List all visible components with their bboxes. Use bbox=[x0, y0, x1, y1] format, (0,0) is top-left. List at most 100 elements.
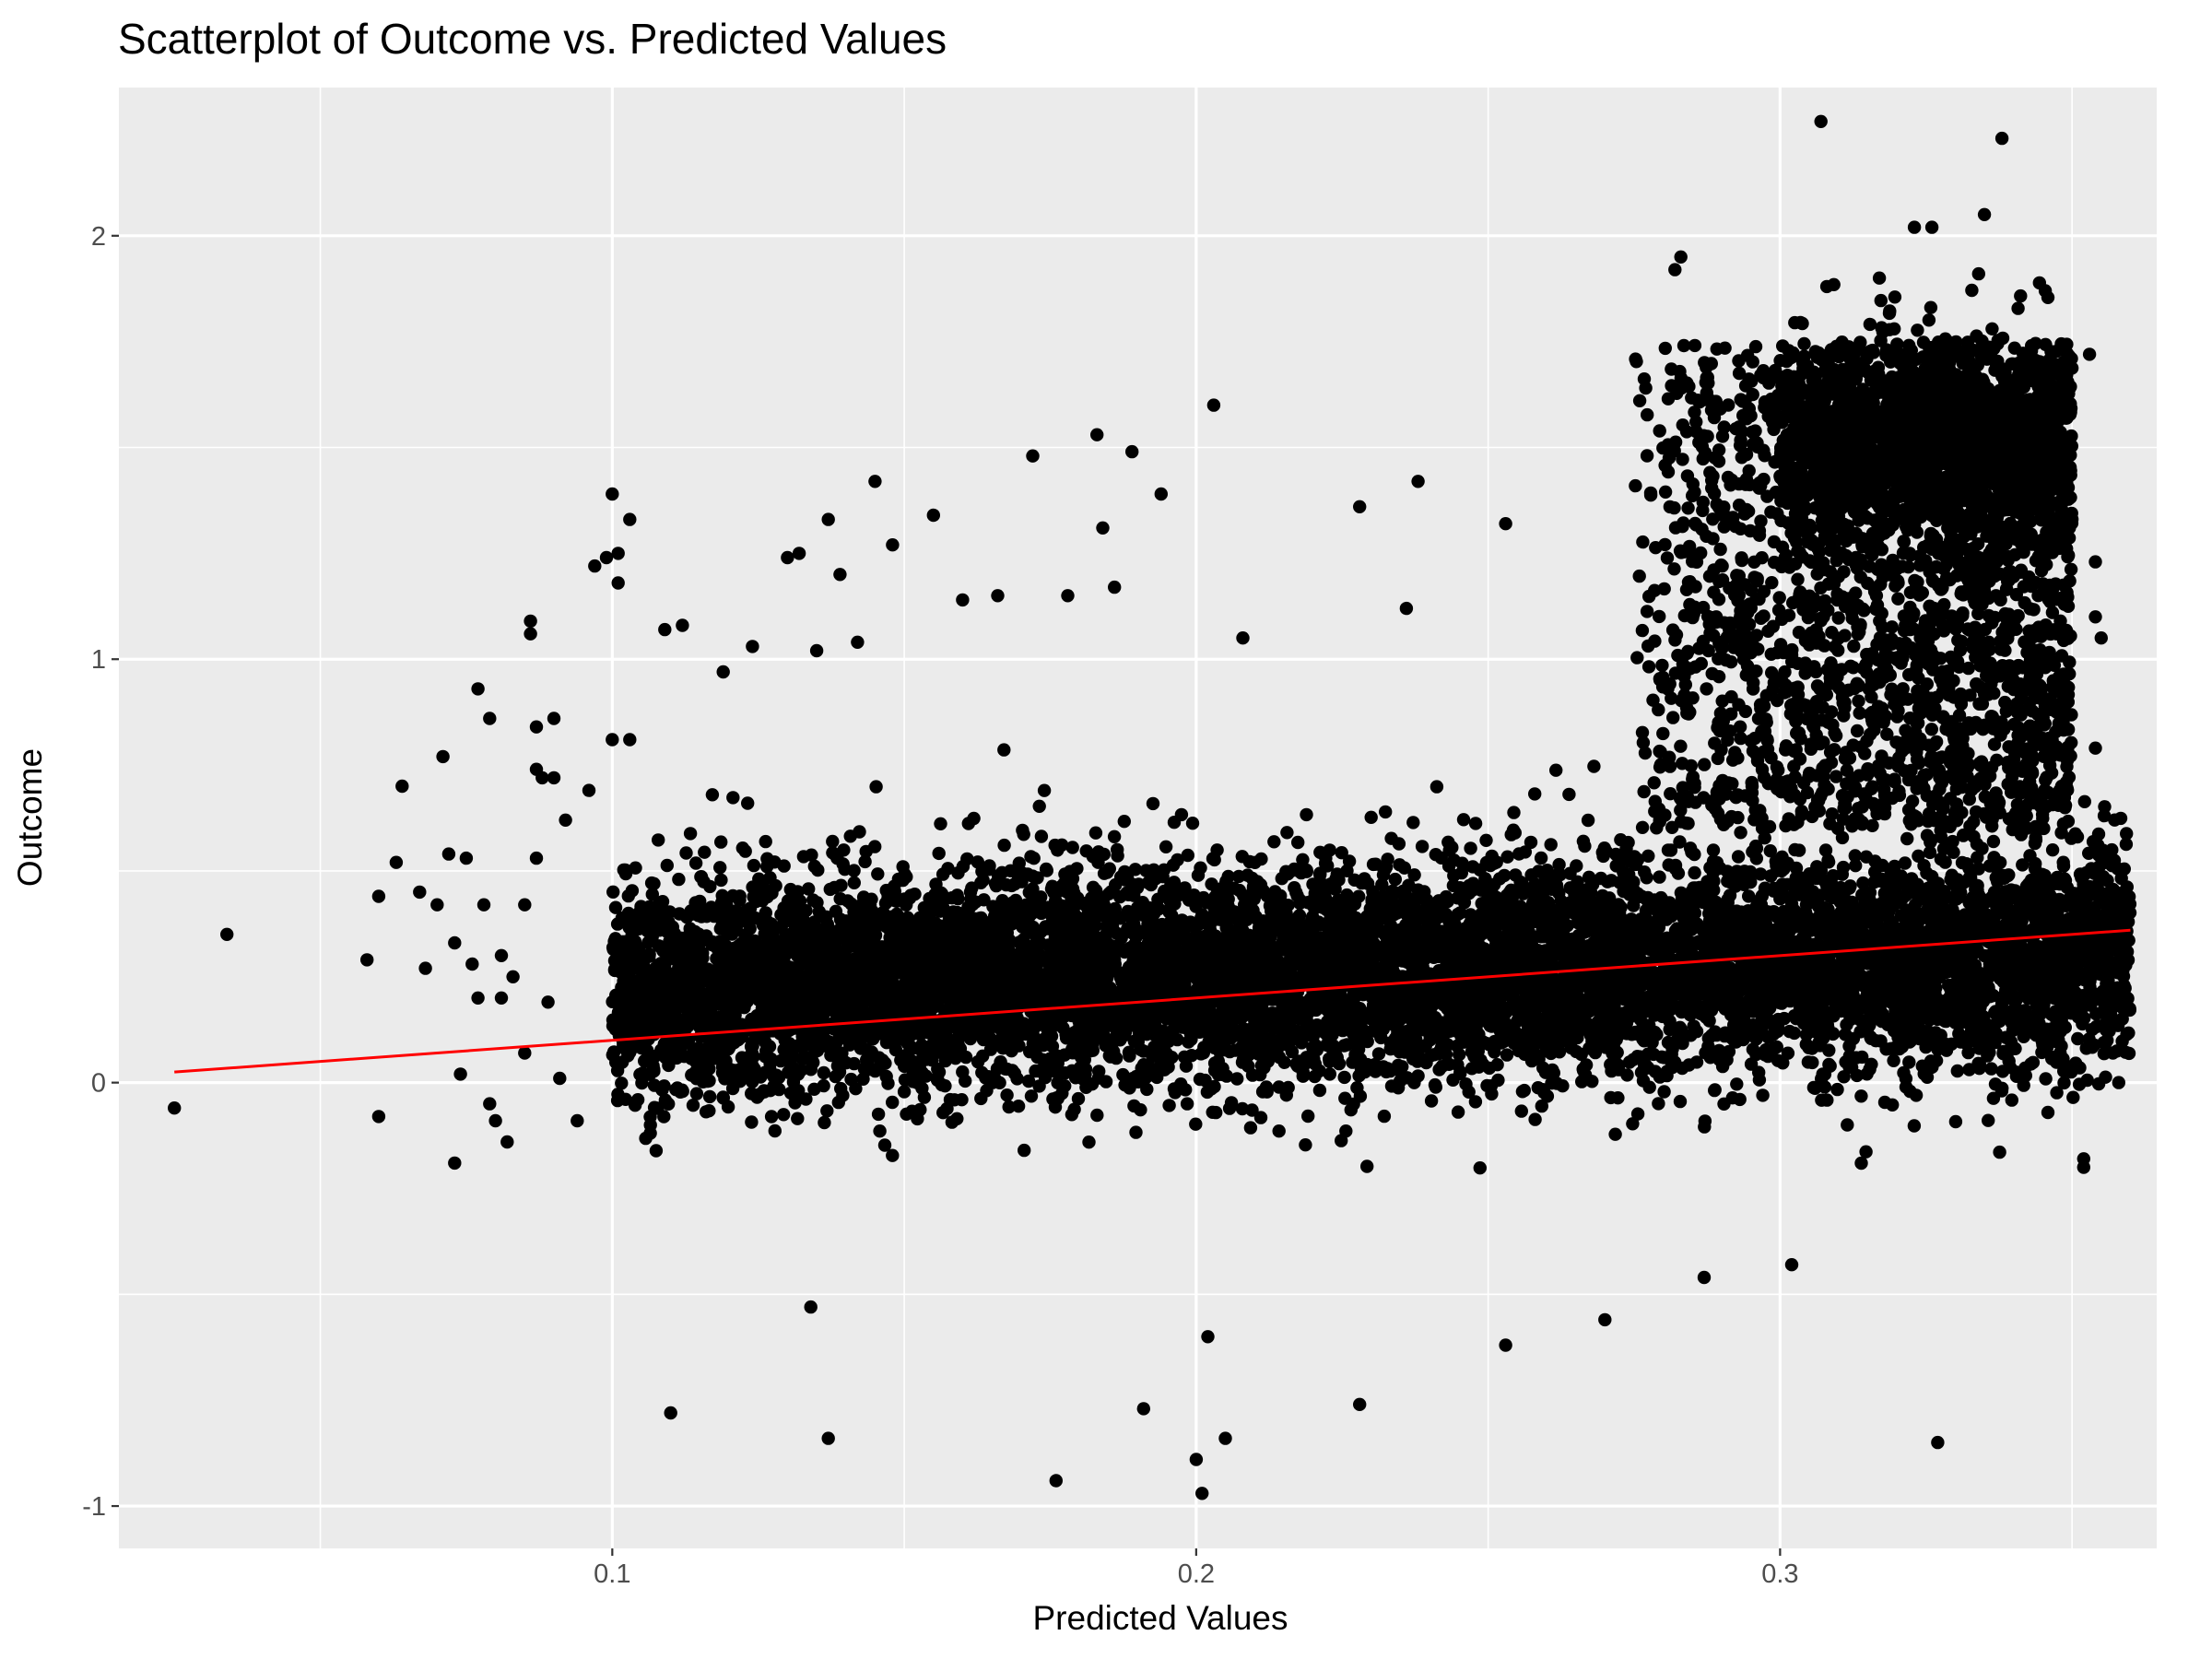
data-point bbox=[1032, 799, 1046, 813]
data-point bbox=[1842, 1049, 1857, 1063]
data-point bbox=[1550, 1077, 1564, 1090]
data-point bbox=[1377, 1109, 1392, 1124]
data-point bbox=[1500, 850, 1514, 864]
data-point bbox=[1787, 1026, 1802, 1041]
data-point bbox=[1174, 807, 1189, 822]
data-point bbox=[606, 885, 620, 899]
data-point bbox=[2045, 843, 2060, 857]
data-point bbox=[847, 876, 861, 889]
data-point bbox=[1193, 1072, 1207, 1087]
data-point bbox=[698, 845, 712, 859]
data-point bbox=[1528, 1112, 1542, 1126]
data-point bbox=[932, 846, 946, 861]
data-point bbox=[1763, 844, 1778, 858]
data-point bbox=[1122, 1045, 1136, 1060]
data-point bbox=[1912, 849, 1925, 863]
data-point bbox=[1243, 1121, 1258, 1135]
data-point bbox=[1514, 1104, 1529, 1118]
data-point bbox=[655, 895, 670, 909]
data-point bbox=[1085, 891, 1099, 905]
data-point bbox=[1353, 1089, 1368, 1103]
data-point bbox=[716, 1090, 730, 1104]
data-point bbox=[1734, 826, 1747, 840]
data-point bbox=[1604, 1057, 1618, 1072]
data-point bbox=[726, 791, 740, 805]
data-point bbox=[820, 1104, 834, 1118]
data-point bbox=[873, 1124, 887, 1138]
data-point bbox=[714, 873, 728, 888]
chart-title: Scatterplot of Outcome vs. Predicted Val… bbox=[118, 15, 947, 63]
data-point bbox=[1034, 830, 1049, 843]
data-point bbox=[1630, 1107, 1645, 1121]
data-point bbox=[1127, 1099, 1141, 1113]
data-point bbox=[1789, 861, 1804, 876]
data-point bbox=[1301, 1109, 1315, 1124]
data-point bbox=[1335, 846, 1348, 860]
data-point bbox=[1506, 823, 1521, 837]
data-point bbox=[764, 1110, 779, 1124]
data-point bbox=[1021, 1074, 1036, 1088]
data-point bbox=[1761, 1030, 1775, 1044]
data-point bbox=[1688, 865, 1701, 880]
data-point bbox=[1488, 1045, 1501, 1059]
data-point bbox=[796, 850, 811, 864]
data-point bbox=[1323, 1067, 1337, 1081]
data-point bbox=[1859, 1145, 1873, 1159]
data-point bbox=[705, 788, 720, 802]
data-point bbox=[1253, 1111, 1268, 1124]
data-point bbox=[1854, 1089, 1868, 1103]
data-point bbox=[1245, 1103, 1259, 1117]
data-point bbox=[1839, 1028, 1853, 1041]
data-point bbox=[1209, 1105, 1223, 1120]
data-point bbox=[1018, 1143, 1031, 1158]
data-point bbox=[1821, 855, 1836, 869]
data-point bbox=[1673, 1094, 1688, 1109]
data-point bbox=[911, 1112, 924, 1126]
data-point bbox=[1792, 843, 1806, 857]
data-point bbox=[679, 846, 693, 860]
data-point bbox=[1312, 1083, 1327, 1098]
data-point bbox=[660, 858, 674, 873]
data-point bbox=[702, 1104, 716, 1118]
data-point bbox=[713, 861, 727, 875]
data-point bbox=[702, 1089, 717, 1104]
data-point bbox=[1626, 1117, 1640, 1131]
data-point bbox=[777, 859, 791, 873]
data-point bbox=[1837, 1070, 1851, 1084]
data-point bbox=[1754, 867, 1768, 881]
data-point bbox=[817, 1065, 830, 1080]
data-point bbox=[1849, 859, 1863, 873]
data-point bbox=[829, 848, 842, 862]
data-points bbox=[168, 114, 2137, 1500]
data-point bbox=[703, 879, 717, 894]
data-point bbox=[1993, 1145, 2006, 1159]
data-point bbox=[1159, 840, 1173, 853]
data-point bbox=[1673, 835, 1687, 849]
data-point bbox=[1635, 820, 1650, 834]
data-point bbox=[1277, 1055, 1291, 1070]
data-point bbox=[1581, 813, 1595, 828]
data-point bbox=[871, 1107, 886, 1122]
data-point bbox=[1988, 1077, 2003, 1091]
data-point bbox=[1544, 1046, 1559, 1061]
data-point bbox=[1242, 854, 1257, 869]
data-point bbox=[621, 888, 635, 903]
data-point bbox=[688, 856, 703, 870]
data-point bbox=[2041, 1105, 2055, 1120]
data-point bbox=[1406, 816, 1420, 830]
data-point bbox=[672, 872, 686, 887]
data-point bbox=[1088, 826, 1103, 840]
data-point bbox=[1856, 876, 1870, 890]
data-point bbox=[919, 1069, 933, 1083]
data-point bbox=[2071, 1031, 2085, 1046]
data-point bbox=[1468, 817, 1483, 830]
data-point bbox=[871, 867, 885, 881]
data-point bbox=[1235, 1101, 1250, 1116]
data-point bbox=[1507, 806, 1521, 819]
data-point bbox=[643, 1118, 657, 1132]
data-point bbox=[1272, 1124, 1286, 1138]
data-point bbox=[1185, 817, 1200, 830]
data-point bbox=[818, 1115, 831, 1130]
data-point bbox=[1092, 1065, 1106, 1078]
